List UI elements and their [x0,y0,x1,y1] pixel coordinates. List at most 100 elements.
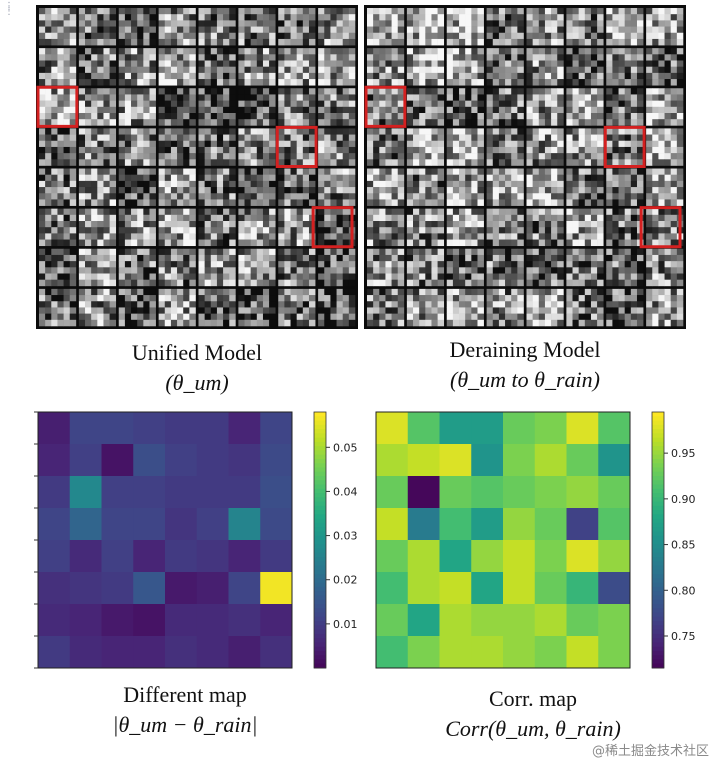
different-map-cell [69,636,102,669]
corr-map-colorbar-segment [652,429,664,434]
different-map-colorbar-segment [314,638,326,643]
kernel-cell [158,288,196,327]
different-map-colorbar-segment [314,655,326,660]
different-map-heatmap: 0.05 0.04 0.03 0.02 0.01 [34,411,358,669]
different-map-colorbar-segment [314,629,326,635]
different-map-colorbar-segment [314,548,326,554]
highlight-box [311,206,354,249]
corr-map-colorbar-segment [652,616,664,622]
different-map-cell [228,476,261,509]
corr-map-colorbar-segment [652,480,664,486]
corr-map-cell [471,508,504,541]
corr-map-cell [376,508,409,541]
highlight-box [603,125,646,168]
kernel-cell [446,88,484,126]
different-map-colorbar-segment [314,480,326,486]
corr-map-colorbar-segment [652,599,664,605]
corr-map-colorbar-segment [652,621,664,626]
kernel-cell [566,288,604,327]
kernel-cell [446,48,484,86]
kernel-cell [158,248,196,287]
corr-map-cell [598,476,631,509]
corr-map-colorbar-segment [652,454,664,460]
kernel-cell [318,8,356,46]
different-map-cell [69,476,102,509]
different-map-colorbar-segment [314,608,326,614]
kernel-cell [526,208,564,247]
corr-map-colorbar-segment [652,505,664,511]
different-map-cell [38,412,71,445]
corr-map-cell [566,636,599,669]
different-map-cell [196,444,229,477]
different-map-cell [260,636,293,669]
corr-map-cell [439,604,472,637]
corr-map-cell [471,412,504,445]
corr-map-cell [407,412,440,445]
kernel-cell [118,288,156,327]
corr-map-cell [439,412,472,445]
corr-map-colorbar-segment [652,565,664,571]
different-map-colorbar-segment [314,424,326,430]
kernel-cell [198,8,236,46]
highlight-box [36,85,79,128]
corr-map-colorbar-segment [652,582,664,588]
corr-map-colorbar-label: 0.90 [671,493,696,506]
corr-map-cell [534,604,567,637]
kernel-cell [367,288,405,327]
different-map-colorbar-segment [314,621,326,626]
kernel-cell [646,168,684,206]
corr-map-cell [566,412,599,445]
kernel-cell [526,168,564,206]
kernel-cell [238,128,276,166]
drag-handle-icon[interactable]: ⋮ ⋮ [4,1,14,17]
kernel-cell [486,248,524,287]
kernel-cell [39,208,77,247]
corr-map-colorbar-segment [652,514,664,520]
different-map-cell [228,572,261,605]
corr-map-colorbar-segment [652,655,664,660]
different-map-cell [196,636,229,669]
kernel-cell [78,288,117,327]
corr-map-cell [598,412,631,445]
kernel-cell [566,248,604,287]
corr-map-cell [376,540,409,573]
kernel-cell [406,8,445,46]
kernel-cell [606,248,644,287]
different-map-cell [38,636,71,669]
different-map-cell [38,604,71,637]
highlight-box [639,206,682,249]
kernel-cell [526,8,564,46]
corr-map-colorbar-segment [652,527,664,532]
kernel-cell [158,128,196,166]
kernel-cell [39,88,77,126]
corr-map-cell [503,540,536,573]
corr-map-cell [439,540,472,573]
kernel-cell [446,8,484,46]
corr-map-cell [439,476,472,509]
different-map-cell [101,476,134,509]
different-map-colorbar-segment [314,514,326,520]
kernel-cell [646,128,684,166]
kernel-cell [118,248,156,287]
different-map-cell [165,636,198,669]
different-map-cell [133,508,166,541]
different-map-cell [165,572,198,605]
different-map-cell [228,412,261,445]
kernel-cell [278,288,316,327]
different-map-colorbar-label: 0.03 [333,530,358,543]
corr-map-cell [566,604,599,637]
kernel-cell [39,248,77,287]
kernel-cell [646,288,684,327]
different-map-colorbar-segment [314,433,326,439]
kernel-cell [646,208,684,247]
different-map-colorbar-segment [314,522,326,528]
different-map-colorbar-segment [314,557,326,562]
kernel-cell [406,48,445,86]
corr-map-cell [598,540,631,573]
different-map-colorbar-segment [314,612,326,618]
kernel-cell [406,168,445,206]
kernel-cell [158,208,196,247]
corr-map-colorbar-segment [652,646,664,652]
kernel-cell [78,168,117,206]
different-map-colorbar-segment [314,591,326,596]
